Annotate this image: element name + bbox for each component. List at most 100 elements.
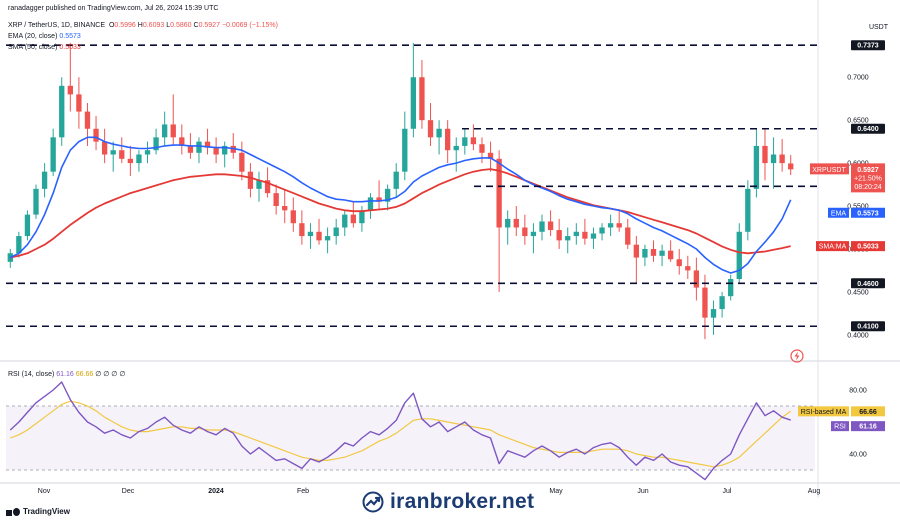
time-tick-label: Aug — [808, 488, 821, 495]
currency-label[interactable]: USDT — [868, 24, 888, 31]
candle-body — [607, 223, 614, 228]
ohlc-low: 0.5860 — [170, 22, 192, 29]
level-label-box — [851, 123, 885, 134]
candle-body — [547, 221, 554, 231]
level-label: 0.4600 — [857, 281, 879, 288]
rsi-tick-label: 40.00 — [849, 452, 867, 459]
candle-body — [127, 158, 134, 164]
time-tick-label: May — [549, 488, 563, 495]
candle-body — [84, 111, 91, 129]
level-label-box — [851, 278, 885, 289]
candle-body — [350, 214, 356, 224]
candle-body — [50, 137, 56, 172]
sma-legend[interactable]: SMA (50, close) 0.5033 — [8, 44, 81, 51]
candle-body — [376, 197, 382, 202]
ema-legend-label: EMA (20, close) — [8, 33, 58, 40]
price-tick-label: 0.7000 — [847, 75, 869, 82]
rsi-value: 61.16 — [859, 424, 877, 431]
ema-tag: EMA — [831, 210, 847, 217]
candle-body — [487, 152, 494, 159]
candle-body — [359, 210, 365, 224]
rsi-tick-label: 80.00 — [849, 388, 867, 395]
candle-body — [290, 210, 296, 224]
candle-body — [230, 145, 236, 153]
watermark-text: iranbroker.net — [390, 490, 535, 513]
time-tick-label: Nov — [38, 488, 51, 495]
ohlc-open-label: O — [108, 22, 115, 29]
time-tick-label: Jun — [637, 488, 648, 495]
ema-line — [9, 136, 792, 274]
candle-body — [702, 287, 708, 318]
sma-line — [10, 168, 791, 259]
tradingview-logo[interactable]: TradingView — [6, 507, 70, 516]
rsi-ma-value-box — [851, 406, 885, 417]
candle-body — [93, 128, 99, 142]
price-tick-label: 0.5500 — [847, 204, 869, 211]
sma-legend-label: SMA (50, close) — [8, 44, 58, 51]
candle-body — [599, 227, 605, 234]
candle-body — [153, 137, 159, 151]
candle-body — [247, 171, 254, 189]
candle-body — [273, 193, 279, 207]
ema-tag-box — [828, 207, 849, 218]
publisher-line: ranadagger published on TradingView.com,… — [8, 5, 219, 12]
alert-icon[interactable] — [790, 349, 804, 363]
candle-body — [213, 147, 219, 155]
symbol-line: XRP / TetherUS, 1D, BINANCE O0.5996 H0.6… — [8, 22, 278, 29]
level-label-box — [851, 40, 885, 51]
candle-body — [170, 124, 176, 138]
candle-body — [393, 171, 399, 189]
candle-body — [496, 158, 502, 228]
rsi-value-box — [851, 421, 885, 432]
candle-body — [470, 137, 477, 145]
price-tick-label: 0.4500 — [847, 289, 869, 296]
candle-body — [196, 141, 202, 153]
candle-body — [67, 85, 73, 95]
ema-price-box — [851, 207, 885, 218]
candle-body — [779, 154, 785, 164]
candle-body — [676, 259, 682, 267]
candle-body — [650, 248, 657, 256]
candle-body — [728, 279, 734, 297]
candle-body — [204, 141, 211, 148]
symbol-name: XRP / TetherUS, 1D, BINANCE — [8, 22, 105, 29]
candle-body — [282, 206, 288, 211]
candle-body — [333, 227, 339, 237]
ohlc-open: 0.5996 — [114, 22, 136, 29]
candle-body — [299, 223, 305, 237]
watermark: iranbroker.net — [362, 490, 534, 514]
symbol-tag: XRPUSDT — [812, 167, 846, 174]
ohlc-low-label: L — [166, 22, 171, 29]
candle-body — [161, 124, 168, 138]
last-price-box — [851, 163, 885, 193]
candle-body — [685, 266, 691, 271]
rsi-legend-value: 61.16 — [56, 371, 74, 378]
last-price-change: +21.50% — [854, 175, 882, 182]
rsi-legend-ma: 66.66 — [75, 371, 94, 378]
time-tick-label: Feb — [297, 488, 309, 495]
ohlc-close: 0.5927 — [198, 22, 220, 29]
rsi-band — [6, 406, 815, 470]
candle-body — [101, 141, 108, 155]
watermark-icon — [362, 491, 384, 513]
ohlc-close-label: C — [193, 22, 199, 29]
level-label: 0.4100 — [857, 324, 879, 331]
bar-countdown: 08:20:24 — [854, 184, 881, 191]
candle-body — [522, 227, 528, 237]
candle-body — [419, 77, 425, 121]
rsi-legend-extra: ∅ ∅ ∅ ∅ — [95, 371, 126, 378]
ohlc-change: −0.0069 (−1.15%) — [221, 22, 278, 29]
level-label-box — [851, 321, 885, 332]
candle-body — [788, 163, 794, 170]
candle-body — [556, 230, 562, 241]
rsi-legend[interactable]: RSI (14, close) 61.16 66.66 ∅ ∅ ∅ ∅ — [8, 370, 125, 378]
candle-body — [642, 248, 648, 258]
ohlc-high: 0.6093 — [142, 22, 165, 29]
candle-body — [342, 214, 348, 228]
candle-body — [136, 154, 142, 164]
level-label: 0.7373 — [857, 43, 879, 50]
candle-body — [179, 137, 185, 146]
candle-body — [762, 145, 768, 164]
ema-legend[interactable]: EMA (20, close) 0.5573 — [8, 33, 81, 40]
